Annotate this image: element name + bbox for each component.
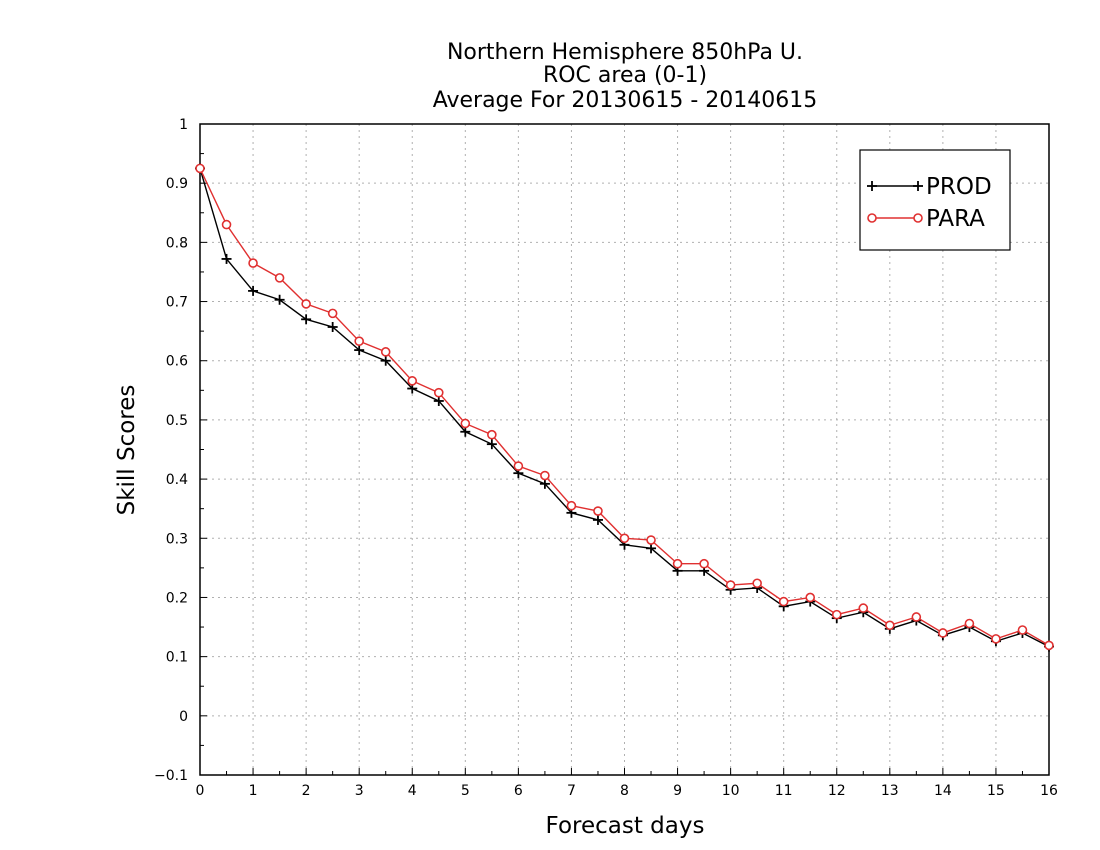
point-prod-7 xyxy=(380,355,391,366)
x-tick-label-15: 15 xyxy=(987,783,1005,799)
point-para-3 xyxy=(274,273,285,283)
point-para-29 xyxy=(964,618,975,629)
point-para-23 xyxy=(805,592,816,603)
legend-box xyxy=(859,149,1011,251)
y-axis-title: Skill Scores xyxy=(114,385,140,516)
legend-label-prod: PROD xyxy=(926,174,992,200)
point-para-5 xyxy=(327,308,338,319)
point-prod-5 xyxy=(327,321,338,332)
axes: 0 1 2 3 4 5 6 7 8 9 10 11 12 13 14 15 16−0.100.10.20.30.… xyxy=(154,117,1058,799)
point-prod-10 xyxy=(460,426,471,437)
point-para-31 xyxy=(1017,625,1028,635)
y-tick-label-10: 0.9 xyxy=(166,176,188,192)
point-prod-9 xyxy=(433,395,444,406)
point-para-10 xyxy=(460,418,471,429)
x-tick-label-11: 11 xyxy=(775,783,793,799)
y-tick-label-7: 0.6 xyxy=(166,354,188,370)
y-tick-label-6: 0.5 xyxy=(166,413,188,429)
point-para-9 xyxy=(433,387,444,398)
legend-item-prod: PROD xyxy=(867,174,992,200)
point-para-32 xyxy=(1044,640,1054,651)
x-tick-label-5: 5 xyxy=(461,783,470,799)
point-para-25 xyxy=(858,603,869,613)
point-para-11 xyxy=(487,429,497,440)
point-para-27 xyxy=(911,612,922,622)
point-prod-11 xyxy=(486,439,497,450)
x-axis-title: Forecast days xyxy=(546,813,705,839)
point-prod-4 xyxy=(301,314,312,325)
x-tick-label-16: 16 xyxy=(1040,783,1058,799)
point-para-15 xyxy=(593,506,603,516)
point-prod-13 xyxy=(539,478,550,489)
legend-label-para: PARA xyxy=(926,206,985,232)
legend-marker-start-prod xyxy=(867,181,877,191)
point-prod-15 xyxy=(592,514,603,525)
point-prod-3 xyxy=(274,294,285,305)
point-para-16 xyxy=(619,533,630,544)
legend-marker-end-para xyxy=(913,213,923,223)
point-para-0 xyxy=(195,163,205,174)
point-para-28 xyxy=(938,628,948,638)
legend-item-para: PARA xyxy=(867,206,985,232)
point-para-24 xyxy=(831,609,842,620)
x-tick-label-9: 9 xyxy=(673,783,682,799)
x-tick-label-10: 10 xyxy=(722,783,740,799)
y-tick-label-9: 0.8 xyxy=(166,235,188,251)
y-tick-label-1: 0 xyxy=(179,709,188,725)
point-prod-17 xyxy=(646,543,657,554)
point-para-19 xyxy=(699,558,709,569)
x-tick-label-1: 1 xyxy=(249,783,258,799)
point-para-13 xyxy=(540,470,550,481)
point-para-8 xyxy=(407,376,418,386)
legend: PROD PARA xyxy=(859,149,1011,251)
legend-marker-start-para xyxy=(867,213,877,223)
y-tick-label-5: 0.4 xyxy=(166,472,188,488)
point-para-30 xyxy=(991,634,1001,644)
point-para-17 xyxy=(646,535,656,545)
x-tick-label-6: 6 xyxy=(514,783,523,799)
x-tick-label-12: 12 xyxy=(828,783,846,799)
point-prod-6 xyxy=(354,345,365,356)
x-tick-label-2: 2 xyxy=(302,783,311,799)
x-tick-label-7: 7 xyxy=(567,783,576,799)
point-para-7 xyxy=(380,347,391,357)
series-layer xyxy=(195,163,1054,652)
x-tick-label-14: 14 xyxy=(934,783,952,799)
y-tick-label-11: 1 xyxy=(179,117,188,133)
point-para-20 xyxy=(725,580,736,590)
chart-title-line-1: Northern Hemisphere 850hPa U. xyxy=(447,40,803,65)
y-tick-label-3: 0.2 xyxy=(166,590,188,606)
x-tick-label-4: 4 xyxy=(408,783,417,799)
legend-marker-end-prod xyxy=(913,181,923,191)
chart-title-line-3: Average For 20130615 - 20140615 xyxy=(433,88,818,113)
y-tick-label-8: 0.7 xyxy=(166,295,188,311)
point-para-18 xyxy=(672,558,683,569)
x-tick-label-8: 8 xyxy=(620,783,629,799)
y-tick-label-2: 0.1 xyxy=(166,650,188,666)
point-prod-2 xyxy=(248,285,259,296)
grid xyxy=(200,124,1049,775)
point-para-6 xyxy=(354,336,364,346)
chart-title-line-2: ROC area (0-1) xyxy=(543,63,707,88)
point-para-14 xyxy=(566,500,577,511)
y-tick-label-0: −0.1 xyxy=(154,768,188,784)
x-tick-label-3: 3 xyxy=(355,783,364,799)
point-para-26 xyxy=(885,620,895,631)
series-para xyxy=(195,163,1054,651)
point-para-4 xyxy=(301,299,311,309)
y-tick-label-4: 0.3 xyxy=(166,531,188,547)
x-tick-label-0: 0 xyxy=(196,783,205,799)
point-prod-1 xyxy=(221,253,232,264)
point-para-12 xyxy=(513,461,524,471)
x-tick-label-13: 13 xyxy=(881,783,899,799)
point-para-1 xyxy=(221,219,232,230)
point-para-21 xyxy=(752,578,762,589)
point-para-2 xyxy=(248,258,258,268)
point-para-22 xyxy=(778,596,789,607)
